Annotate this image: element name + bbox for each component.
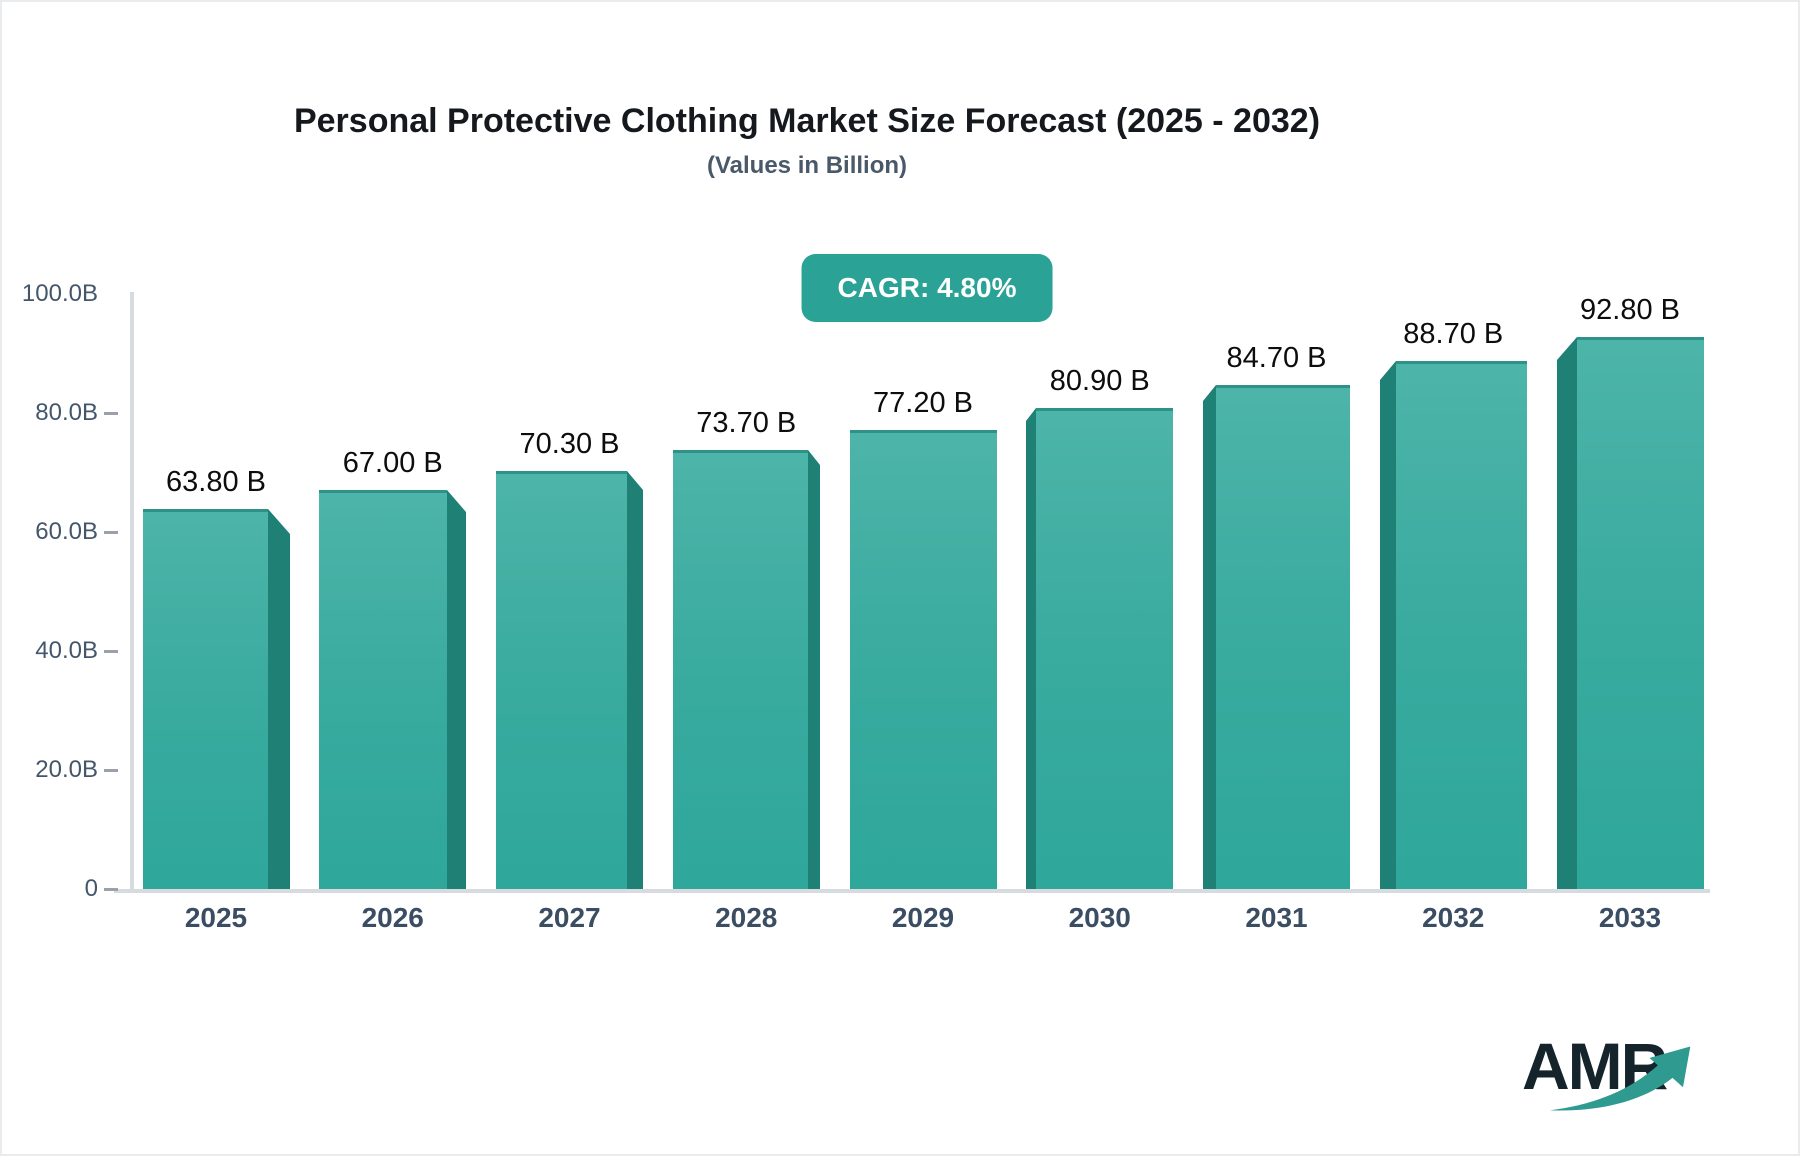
bar-3d-side [627,471,643,889]
y-axis-label: 20.0B [35,756,98,783]
cagr-badge: CAGR: 4.80% [801,254,1053,322]
bar-face [850,430,997,889]
y-axis-label: 40.0B [35,637,98,664]
bar-face [496,471,627,889]
bar [319,490,466,889]
bar-face [1577,337,1704,889]
x-axis-label: 2033 [1598,902,1662,933]
bar-value-label: 67.00 B [342,447,443,479]
bar-face [143,509,268,889]
bar-3d-side [1203,385,1216,889]
amr-logo: AMR [1522,1028,1752,1128]
bar-face [673,450,808,889]
bar [850,430,997,889]
bar-face [1396,361,1527,889]
y-axis-label: 60.0B [35,518,98,545]
x-axis-line [114,889,1710,893]
bar-value-label: 77.20 B [873,387,973,419]
bar-3d-side [1380,361,1396,889]
bar-3d-side [1557,337,1577,889]
y-axis-tick [104,412,118,415]
bar-face [1036,408,1173,889]
y-axis-label: 0 [84,875,98,902]
bar [143,509,290,889]
y-axis-tick [104,769,118,772]
bar-value-label: 63.80 B [166,466,266,498]
bar-3d-side [268,509,290,889]
x-axis-label: 2026 [361,902,424,933]
y-axis-tick [104,888,118,891]
bar-value-label: 92.80 B [1580,294,1680,326]
x-axis-label: 2031 [1245,902,1308,933]
bar [673,450,820,889]
bar-value-label: 73.70 B [696,407,797,439]
y-axis-tick [104,650,118,653]
bar-value-label: 88.70 B [1403,318,1504,350]
y-axis-label: 80.0B [35,399,98,426]
growth-arrow-icon [1550,1046,1691,1111]
bar-3d-side [808,450,820,889]
bar-value-label: 80.90 B [1049,365,1150,397]
y-axis-line [130,292,134,891]
bar [1026,408,1173,889]
y-axis-label: 100.0B [21,280,98,307]
chart-title: Personal Protective Clothing Market Size… [293,102,1321,140]
bar-face [319,490,447,889]
x-axis-label: 2025 [184,902,248,933]
bar-value-label: 70.30 B [519,428,620,460]
x-axis-label: 2032 [1422,902,1485,933]
bar [1203,385,1350,889]
x-axis-label: 2027 [538,902,601,933]
bar [496,471,643,889]
x-axis-label: 2029 [891,902,955,933]
bar [1557,337,1704,889]
bar-face [1216,385,1350,889]
bar-3d-side [447,490,466,889]
bar [1380,361,1527,889]
bar-3d-side [1026,408,1036,889]
x-axis-label: 2028 [715,902,778,933]
chart-subtitle: (Values in Billion) [706,152,908,179]
x-axis-label: 2030 [1068,902,1131,933]
y-axis-tick [104,531,118,534]
bar-value-label: 84.70 B [1226,342,1327,374]
